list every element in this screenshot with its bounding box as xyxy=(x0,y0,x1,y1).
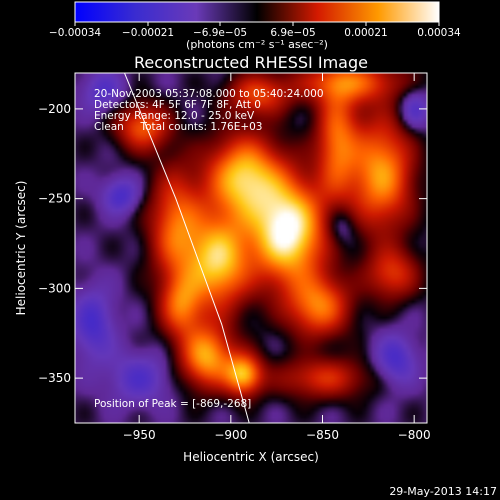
colorbar-tick-label: −0.00034 xyxy=(49,27,102,39)
annotation-energy-range: Energy Range: 12.0 - 25.0 keV xyxy=(94,110,255,122)
annotation-time-range: 20-Nov-2003 05:37:08.000 to 05:40:24.000 xyxy=(94,88,324,100)
colorbar-strip xyxy=(74,1,440,23)
plot-frame xyxy=(74,72,428,424)
x-tick-label: −800 xyxy=(398,428,431,442)
y-tick-label: −300 xyxy=(38,281,71,295)
x-tick-label: −900 xyxy=(214,428,247,442)
colorbar-unit-label: (photons cm⁻² s⁻¹ asec⁻²) xyxy=(186,38,328,51)
y-tick-label: −200 xyxy=(38,102,71,116)
footer-timestamp: 29-May-2013 14:17 xyxy=(389,485,497,498)
colorbar-tick-label: 0.00021 xyxy=(344,27,387,39)
colorbar-tick-label: −6.9e−05 xyxy=(193,27,247,39)
colorbar: −0.00034 −0.00021 −6.9e−05 6.9e−05 0.00021 0.… xyxy=(49,1,461,51)
y-axis-label: Heliocentric Y (arcsec) xyxy=(14,181,28,316)
heatmap-image xyxy=(75,73,427,423)
colorbar-tick-label: 0.00034 xyxy=(417,27,461,39)
x-tick-label: −950 xyxy=(123,428,156,442)
y-axis: −200 −250 −300 −350 xyxy=(38,102,427,385)
colorbar-tick-label: −0.00021 xyxy=(122,27,174,39)
x-axis-label: Heliocentric X (arcsec) xyxy=(183,450,319,464)
colorbar-ticks: −0.00034 −0.00021 −6.9e−05 6.9e−05 0.00021 0.… xyxy=(49,22,461,39)
colorbar-tick-label: 6.9e−05 xyxy=(270,27,315,39)
peak-position-label: Position of Peak = [-869,-268] xyxy=(94,398,251,410)
x-axis: −950 −900 −850 −800 xyxy=(123,73,431,442)
y-tick-label: −250 xyxy=(38,192,71,206)
solar-limb-line xyxy=(124,73,250,423)
annotation-clean-counts: Clean Total counts: 1.76E+03 xyxy=(94,121,263,133)
x-tick-label: −850 xyxy=(306,428,339,442)
annotation-detectors: Detectors: 4F 5F 6F 7F 8F, Att 0 xyxy=(94,99,261,111)
y-tick-label: −350 xyxy=(38,371,71,385)
chart-title: Reconstructed RHESSI Image xyxy=(134,53,368,72)
